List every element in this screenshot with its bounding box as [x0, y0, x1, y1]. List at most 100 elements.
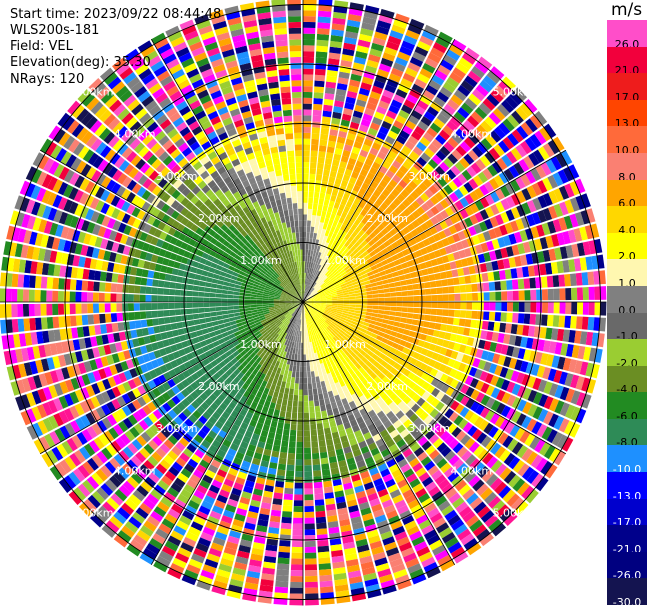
- range-gate-cell: [482, 273, 489, 282]
- range-gate-cell: [318, 204, 323, 211]
- range-gate-cell: [319, 575, 332, 582]
- range-gate-cell: [146, 311, 152, 318]
- range-gate-cell: [553, 315, 560, 327]
- range-gate-cell: [322, 205, 328, 212]
- range-gate-cell: [297, 419, 303, 425]
- range-gate-cell: [314, 482, 323, 488]
- range-gate-cell: [233, 302, 239, 305]
- range-gate-cell: [192, 308, 198, 313]
- range-gate-cell: [291, 418, 297, 424]
- range-gate-cell: [319, 446, 326, 453]
- range-gate-cell: [506, 280, 513, 290]
- range-gate-cell: [316, 40, 328, 47]
- range-gate-cell: [304, 459, 311, 465]
- range-gate-cell: [324, 164, 331, 171]
- range-gate-cell: [304, 506, 313, 512]
- range-gate-cell: [332, 304, 338, 306]
- range-gate-cell: [338, 304, 344, 306]
- range-gate-cell: [268, 299, 274, 301]
- range-gate-cell: [407, 313, 413, 319]
- range-gate-cell: [314, 81, 324, 88]
- range-gate-cell: [303, 16, 316, 22]
- range-gate-cell: [303, 127, 311, 133]
- range-gate-cell: [454, 286, 460, 293]
- range-gate-cell: [367, 305, 373, 308]
- range-gate-cell: [303, 150, 310, 156]
- range-gate-cell: [283, 505, 293, 512]
- range-gate-cell: [312, 133, 320, 139]
- range-gate-cell: [305, 593, 318, 599]
- range-gate-cell: [5, 289, 11, 302]
- range-gate-cell: [541, 276, 548, 287]
- range-gate-cell: [317, 28, 330, 35]
- range-gate-cell: [271, 510, 281, 517]
- range-gate-cell: [313, 465, 321, 471]
- range-gate-cell: [186, 309, 192, 315]
- range-gate-cell: [287, 465, 295, 471]
- range-gate-cell: [52, 304, 58, 315]
- range-gate-cell: [210, 293, 216, 297]
- range-gate-cell: [455, 302, 461, 309]
- range-gate-cell: [326, 403, 332, 410]
- range-gate-cell: [310, 227, 314, 233]
- range-gate-cell: [304, 424, 310, 430]
- range-gate-cell: [221, 303, 227, 307]
- range-gate-cell: [295, 471, 303, 477]
- range-gate-cell: [495, 302, 501, 311]
- range-gate-cell: [385, 302, 391, 306]
- range-gate-cell: [324, 93, 334, 100]
- range-gate-cell: [402, 307, 408, 312]
- range-gate-cell: [199, 318, 206, 324]
- range-gate-cell: [303, 104, 312, 110]
- range-gate-cell: [223, 281, 229, 286]
- range-gate-cell: [288, 371, 292, 377]
- range-gate-cell: [284, 494, 293, 500]
- range-gate-cell: [204, 287, 210, 292]
- range-gate-cell: [163, 303, 169, 309]
- range-gate-cell: [18, 319, 25, 332]
- range-gate-cell: [511, 324, 518, 334]
- range-gate-cell: [320, 405, 326, 412]
- range-gate-cell: [349, 294, 355, 297]
- range-gate-cell: [70, 316, 77, 327]
- range-gate-cell: [304, 448, 311, 454]
- range-gate-cell: [186, 297, 192, 302]
- range-gate-cell: [35, 318, 42, 330]
- range-gate-cell: [303, 337, 305, 343]
- range-gate-cell: [305, 564, 317, 570]
- range-gate-cell: [105, 313, 112, 322]
- range-gate-cell: [371, 317, 377, 322]
- range-gate-cell: [275, 385, 281, 392]
- range-gate-cell: [87, 304, 93, 314]
- range-gate-cell: [5, 304, 11, 317]
- range-gate-cell: [518, 313, 525, 323]
- range-gate-cell: [153, 272, 160, 280]
- range-gate-cell: [390, 307, 396, 311]
- range-gate-cell: [402, 291, 408, 296]
- range-gate-cell: [35, 290, 41, 302]
- range-gate-cell: [164, 317, 171, 324]
- range-gate-cell: [308, 348, 311, 354]
- range-gate-cell: [292, 529, 303, 535]
- range-gate-cell: [559, 288, 565, 300]
- range-gate-cell: [285, 382, 290, 388]
- range-gate-cell: [58, 278, 65, 289]
- range-gate-cell: [404, 273, 411, 279]
- range-gate-cell: [453, 318, 460, 326]
- range-gate-cell: [251, 305, 257, 308]
- range-gate-cell: [192, 297, 198, 302]
- range-gate-cell: [305, 576, 318, 582]
- range-gate-cell: [286, 412, 292, 418]
- range-gate-cell: [87, 281, 94, 291]
- range-gate-cell: [233, 299, 239, 302]
- range-gate-cell: [278, 552, 290, 559]
- range-gate-cell: [577, 302, 583, 315]
- range-gate-cell: [299, 337, 301, 343]
- range-gate-cell: [317, 429, 324, 436]
- range-gate-cell: [277, 422, 284, 429]
- range-gate-cell: [373, 294, 379, 298]
- range-gate-cell: [303, 69, 314, 75]
- range-gate-cell: [99, 293, 105, 302]
- range-gate-cell: [291, 564, 303, 570]
- range-gate-cell: [210, 288, 216, 293]
